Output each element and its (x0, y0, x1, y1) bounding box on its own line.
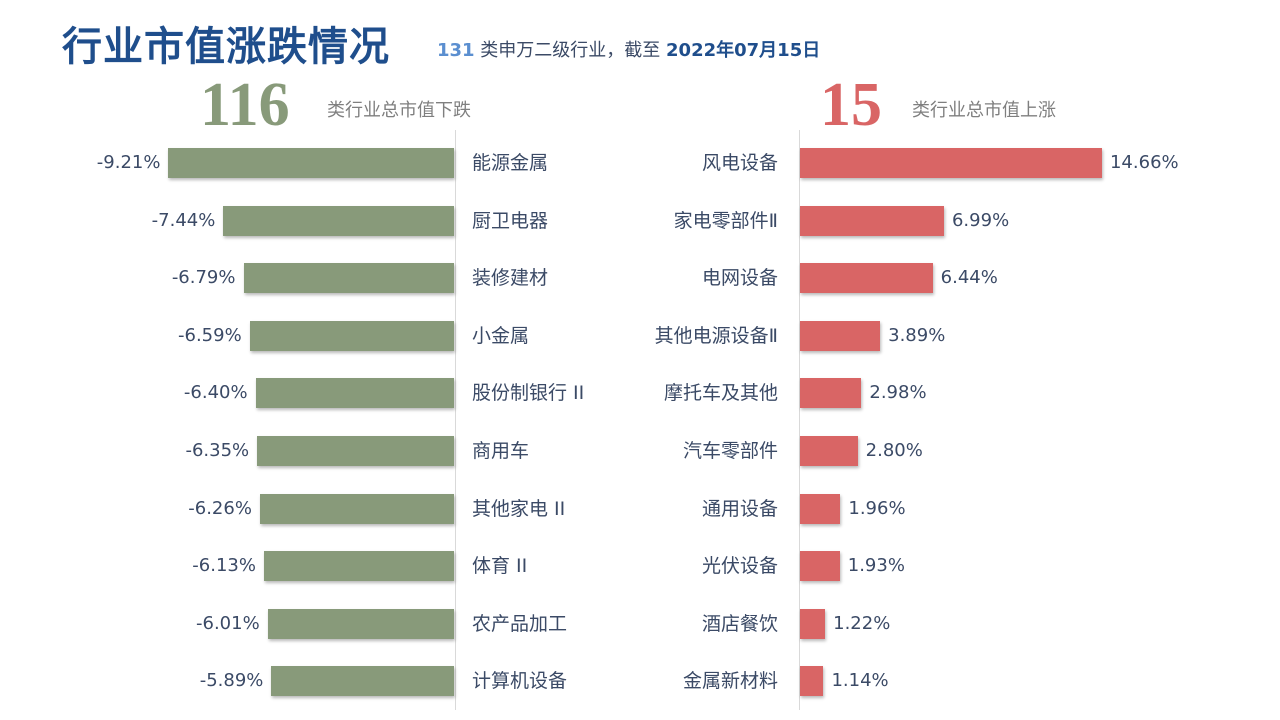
up-value-label: 1.96% (848, 497, 906, 519)
down-label: 类行业总市值下跌 (327, 100, 471, 121)
up-value-label: 6.99% (951, 209, 1010, 231)
up-category-label: 家电零部件Ⅱ (673, 209, 778, 232)
up-bar (800, 148, 1102, 178)
up-axis-line (799, 130, 800, 710)
down-bar (257, 436, 454, 466)
up-bar (800, 608, 826, 639)
up-bar (800, 436, 858, 466)
up-bar (800, 666, 824, 697)
down-category-label: 其他家电 II (472, 497, 566, 520)
down-bar (255, 378, 454, 409)
up-category-label: 通用设备 (701, 497, 778, 520)
down-category-label: 股份制银行 II (472, 382, 585, 405)
down-value-label: -6.01% (196, 612, 260, 634)
down-value-label: -6.79% (171, 267, 236, 289)
down-value-label: -7.44% (151, 209, 216, 231)
up-value-label: 6.44% (940, 267, 998, 289)
subtitle-text: 类申万二级行业，截至 (474, 40, 667, 61)
down-bar (267, 608, 454, 639)
down-bar (259, 493, 454, 524)
up-bar (800, 493, 841, 524)
page-title: 行业市值涨跌情况 (62, 24, 390, 70)
up-value-label: 1.93% (847, 555, 905, 577)
down-value-label: -9.21% (96, 152, 161, 173)
up-category-label: 电网设备 (701, 267, 778, 290)
down-bar (223, 205, 454, 236)
up-value-label: 1.22% (833, 612, 891, 634)
up-value-label: 1.14% (831, 670, 889, 692)
subtitle-count: 131 (437, 40, 475, 61)
down-bar (168, 148, 454, 178)
up-category-label: 摩托车及其他 (663, 382, 778, 405)
down-bar (271, 666, 454, 697)
up-value-label: 3.89% (888, 324, 946, 346)
down-value-label: -6.59% (178, 324, 242, 346)
up-bar (800, 378, 862, 409)
up-value-label: 2.98% (869, 382, 927, 404)
subtitle: 131 类申万二级行业，截至 2022年07月15日 (437, 36, 820, 62)
down-category-label: 商用车 (472, 440, 530, 462)
down-value-label: -6.13% (192, 555, 256, 577)
up-value-label: 2.80% (865, 440, 923, 461)
up-category-label: 金属新材料 (682, 670, 778, 693)
up-category-label: 光伏设备 (701, 555, 778, 578)
down-value-label: -6.26% (188, 497, 252, 519)
down-category-label: 农产品加工 (472, 612, 568, 635)
down-bar (249, 320, 454, 351)
down-value-label: -6.40% (183, 382, 248, 404)
up-bar (800, 551, 840, 582)
down-category-label: 厨卫电器 (472, 209, 549, 232)
down-count: 116 (200, 71, 290, 139)
down-axis-line (455, 130, 456, 710)
up-bar (800, 205, 944, 236)
subtitle-date: 2022年07月15日 (666, 40, 821, 61)
up-category-label: 风电设备 (701, 152, 778, 174)
down-category-label: 装修建材 (472, 267, 549, 290)
down-bar (263, 551, 454, 582)
down-category-label: 体育 II (472, 555, 528, 578)
down-category-label: 小金属 (472, 324, 530, 347)
down-value-label: -5.89% (199, 670, 264, 692)
up-category-label: 汽车零部件 (682, 440, 778, 462)
up-label: 类行业总市值上涨 (912, 100, 1056, 121)
up-category-label: 酒店餐饮 (701, 612, 778, 635)
up-value-label: 14.66% (1109, 152, 1179, 173)
up-count: 15 (820, 71, 882, 139)
up-category-label: 其他电源设备Ⅱ (654, 324, 778, 347)
up-bar (800, 320, 881, 351)
up-bar (800, 263, 933, 294)
down-bar (243, 263, 454, 294)
down-value-label: -6.35% (185, 440, 250, 461)
down-category-label: 计算机设备 (472, 670, 568, 693)
down-category-label: 能源金属 (472, 152, 549, 174)
